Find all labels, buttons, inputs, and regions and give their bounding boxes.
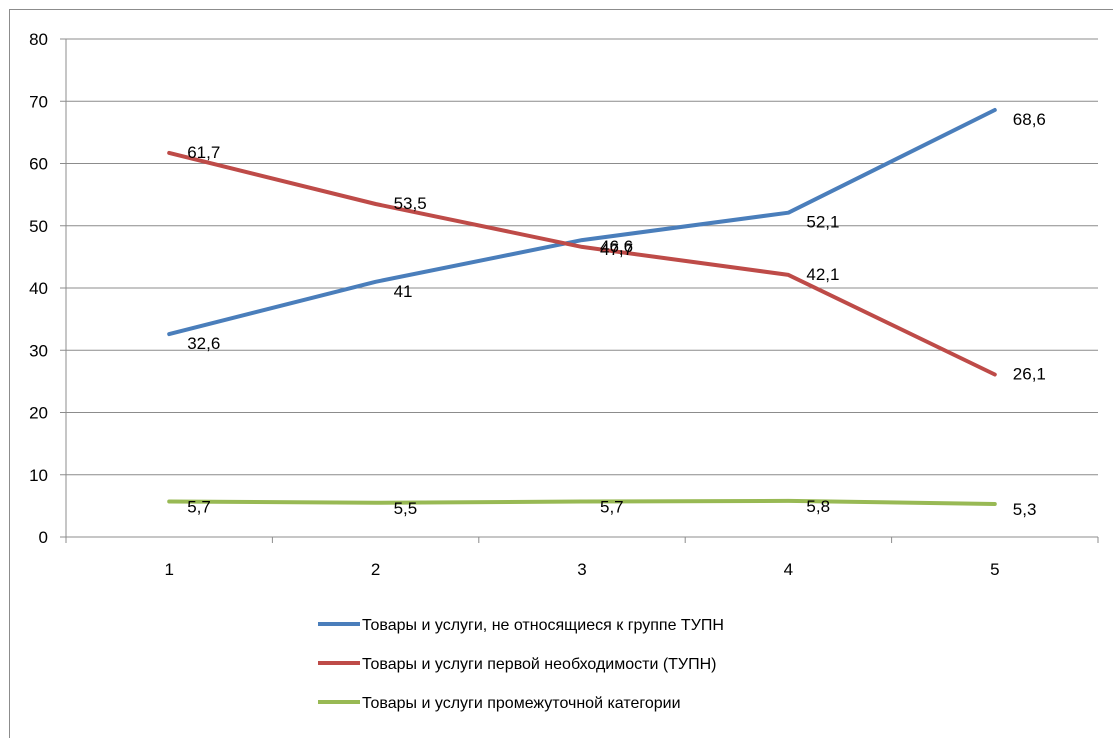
y-tick-label: 0 <box>39 528 48 547</box>
data-label: 47,7 <box>600 240 633 259</box>
x-tick-label: 1 <box>164 560 173 579</box>
data-label: 5,3 <box>1013 500 1037 519</box>
series-lines <box>167 108 997 506</box>
y-tick-label: 40 <box>29 279 48 298</box>
series-line-3 <box>167 498 997 506</box>
data-label: 5,7 <box>600 498 624 517</box>
y-tick-label: 30 <box>29 341 48 360</box>
legend-label-3: Товары и услуги промежуточной категории <box>362 695 681 712</box>
series-line-2 <box>167 150 997 377</box>
data-label: 5,5 <box>394 499 418 518</box>
data-labels: 32,6 41 47,7 52,1 68,6 61,7 53,5 46,6 42,1 26,1 5,… <box>187 110 1046 519</box>
legend-label-2: Товары и услуги первой необходимости (ТУ… <box>362 656 716 673</box>
data-label: 46,6 <box>600 237 633 256</box>
x-tick-label: 5 <box>990 560 999 579</box>
legend-label-1: Товары и услуги, не относящиеся к группе… <box>362 617 724 634</box>
x-tick-label: 3 <box>577 560 586 579</box>
data-label: 61,7 <box>187 143 220 162</box>
data-label: 26,1 <box>1013 365 1046 384</box>
data-label: 41 <box>394 282 413 301</box>
chart-frame <box>9 9 1113 738</box>
y-tick-label: 60 <box>29 155 48 174</box>
legend: Товары и услуги, не относящиеся к группе… <box>318 617 724 712</box>
data-label: 68,6 <box>1013 110 1046 129</box>
y-tick-label: 50 <box>29 217 48 236</box>
data-label: 52,1 <box>806 213 839 232</box>
y-tick-label: 80 <box>29 30 48 49</box>
y-tick-label: 20 <box>29 404 48 423</box>
x-tick-label: 4 <box>784 560 793 579</box>
y-tick-label: 70 <box>29 92 48 111</box>
data-label: 53,5 <box>394 194 427 213</box>
data-label: 5,8 <box>806 497 830 516</box>
data-label: 32,6 <box>187 334 220 353</box>
axes: 0 10 20 30 40 50 60 70 80 1 2 3 4 5 <box>29 30 1099 579</box>
data-label: 5,7 <box>187 498 211 517</box>
series-line-1 <box>167 108 997 337</box>
x-tick-label: 2 <box>371 560 380 579</box>
data-label: 42,1 <box>806 265 839 284</box>
gridlines <box>66 38 1098 476</box>
y-tick-label: 10 <box>29 466 48 485</box>
